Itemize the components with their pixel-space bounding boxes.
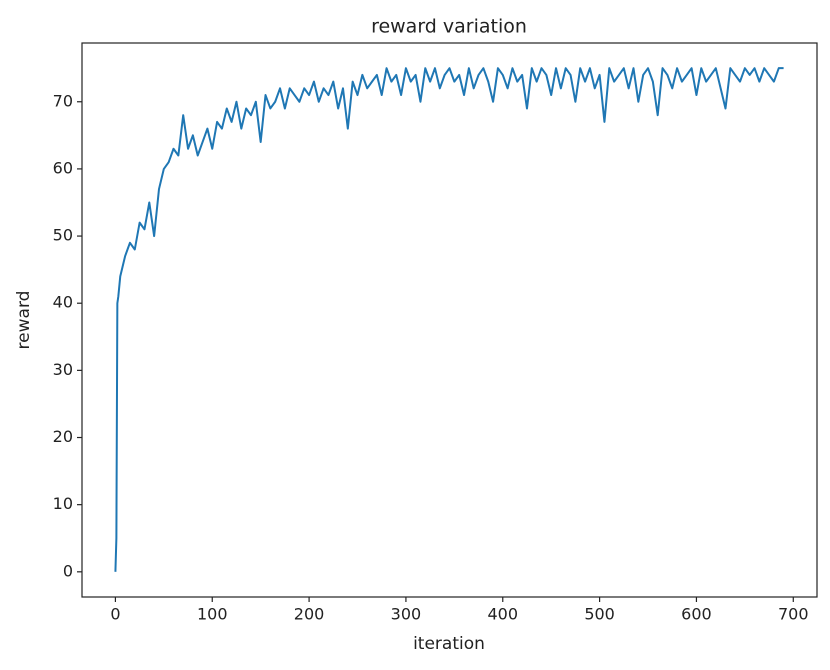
x-tick-label: 0 [110,605,120,624]
data-line [114,67,784,572]
y-tick-label: 30 [53,360,73,379]
y-axis-label: reward [14,291,34,350]
y-tick-label: 0 [63,561,73,580]
x-tick-label: 100 [197,605,228,624]
plot-frame [81,42,818,598]
x-tick-label: 500 [584,605,615,624]
x-tick-label: 700 [778,605,809,624]
y-tick-label: 40 [53,293,73,312]
x-tick-label: 300 [391,605,422,624]
y-tick-label: 50 [53,226,73,245]
x-tick-label: 400 [487,605,518,624]
y-tick-label: 10 [53,494,73,513]
y-tick-label: 20 [53,427,73,446]
x-tick-label: 200 [294,605,325,624]
x-tick-label: 600 [681,605,712,624]
y-tick-label: 60 [53,158,73,177]
chart-title: reward variation [371,16,527,38]
y-tick-label: 70 [53,91,73,110]
x-axis-label: iteration [413,634,485,654]
